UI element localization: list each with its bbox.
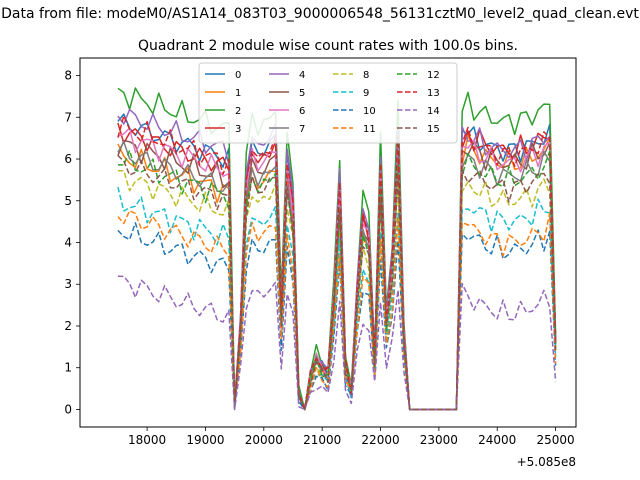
legend-label: 5 [299, 88, 305, 99]
legend-label: 9 [363, 88, 369, 99]
legend-label: 10 [363, 106, 376, 117]
y-axis: 0 1 2 3 4 5 6 7 8 [64, 69, 80, 416]
y-tick-label: 4 [64, 236, 72, 250]
legend-label: 1 [235, 88, 241, 99]
x-tick-label: 24000 [478, 433, 516, 447]
figure-suptitle: Data from file: modeM0/AS1A14_083T03_900… [1, 6, 639, 22]
legend-box [198, 62, 458, 144]
y-tick-label: 0 [64, 402, 72, 416]
y-tick-label: 8 [64, 69, 72, 83]
series-line-10 [117, 222, 557, 411]
legend-label: 3 [235, 124, 241, 135]
legend-label: 2 [235, 106, 241, 117]
legend-label: 0 [235, 70, 241, 81]
y-tick-label: 6 [64, 152, 72, 166]
legend-label: 7 [299, 124, 305, 135]
x-tick-label: 23000 [420, 433, 458, 447]
legend-label: 6 [299, 106, 305, 117]
chart-title: Quadrant 2 module wise count rates with … [138, 38, 518, 54]
x-tick-label: 19000 [186, 433, 224, 447]
legend-label: 8 [363, 70, 369, 81]
series-line-11 [117, 209, 557, 411]
series-layer [117, 87, 557, 411]
legend-label: 13 [427, 88, 440, 99]
series-line-6 [117, 127, 557, 411]
legend-label: 11 [363, 124, 376, 135]
x-tick-label: 25000 [536, 433, 574, 447]
y-tick-label: 3 [64, 277, 72, 291]
x-offset-label: +5.085e8 [517, 455, 576, 469]
series-line-2 [117, 87, 557, 411]
y-tick-label: 5 [64, 194, 72, 208]
series-line-15 [117, 154, 557, 411]
series-line-14 [117, 275, 557, 411]
series-line-9 [117, 186, 557, 411]
x-tick-label: 20000 [245, 433, 283, 447]
x-tick-label: 22000 [361, 433, 399, 447]
series-line-8 [117, 169, 557, 411]
legend-label: 4 [299, 70, 305, 81]
x-tick-label: 21000 [303, 433, 341, 447]
y-tick-label: 7 [64, 110, 72, 124]
y-tick-label: 1 [64, 361, 72, 375]
legend-label: 14 [427, 106, 440, 117]
y-tick-label: 2 [64, 319, 72, 333]
series-line-7 [117, 141, 557, 411]
legend-label: 15 [427, 124, 440, 135]
legend-label: 12 [427, 70, 440, 81]
series-line-13 [117, 115, 557, 411]
x-axis: 18000 19000 20000 21000 22000 23000 24000 25000 [128, 427, 575, 447]
x-tick-label: 18000 [128, 433, 166, 447]
